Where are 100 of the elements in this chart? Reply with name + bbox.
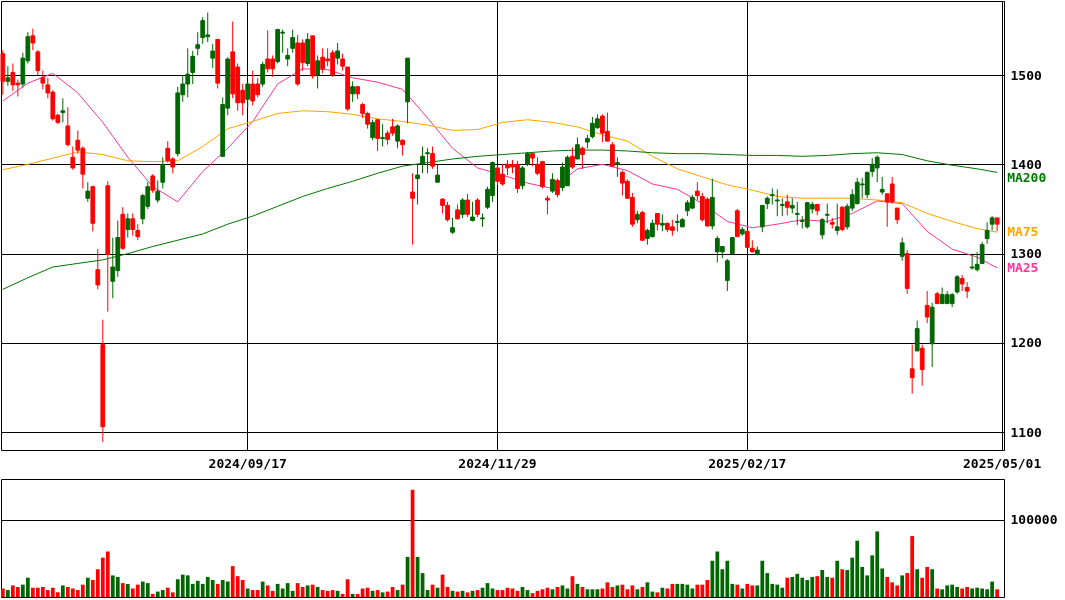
bar (740, 588, 745, 597)
bar (785, 577, 790, 597)
candlestick (190, 50, 196, 85)
candlestick (395, 123, 400, 149)
candlestick (724, 258, 730, 292)
bar (60, 585, 65, 597)
y-tick-label: 1400 (1010, 156, 1042, 172)
bar (670, 583, 675, 597)
candlestick (919, 344, 925, 387)
bar (55, 592, 60, 597)
candlestick (924, 290, 930, 324)
candlestick (130, 212, 136, 237)
candlestick (774, 188, 780, 217)
candlestick (250, 70, 256, 106)
bar (215, 583, 220, 597)
candlestick (420, 146, 425, 174)
bar (840, 569, 845, 597)
x-tick-label: 2025/05/01 (962, 455, 1042, 471)
candlestick (610, 141, 615, 167)
bar (830, 577, 835, 597)
bar (935, 588, 940, 597)
candlestick (320, 47, 326, 74)
candlestick (415, 163, 420, 206)
candlestick (460, 197, 465, 219)
bar (735, 584, 740, 597)
candlestick (210, 43, 216, 69)
candlestick (889, 176, 895, 205)
candlestick (994, 217, 1000, 232)
candlestick (550, 172, 555, 194)
candlestick (315, 54, 321, 89)
y-tick-label: 1100 (1010, 424, 1042, 440)
candlestick (165, 140, 171, 164)
candlestick (839, 205, 845, 232)
candlestick (370, 119, 375, 141)
candlestick (155, 179, 161, 204)
candlestick (35, 49, 41, 76)
bar (115, 576, 120, 597)
bar (315, 586, 320, 597)
candlestick (794, 201, 800, 226)
bar (930, 569, 935, 597)
bar (225, 581, 230, 597)
candlestick (914, 320, 920, 352)
candlestick (30, 28, 36, 51)
candlestick (555, 178, 560, 198)
bar (15, 586, 20, 597)
bar (960, 588, 965, 597)
bar (245, 588, 250, 597)
line-series (2, 110, 998, 233)
y-tick-label: 1200 (1010, 335, 1042, 351)
candlestick (245, 81, 251, 109)
bar (885, 576, 890, 597)
candlestick (160, 156, 166, 189)
candlestick (10, 62, 16, 92)
bar (815, 576, 820, 597)
candlestick (60, 97, 66, 123)
bar (6, 590, 10, 597)
candlestick (615, 156, 620, 178)
line-series (2, 68, 998, 269)
candlestick (40, 70, 46, 90)
bar (745, 583, 750, 597)
candlestick (95, 248, 101, 290)
candlestick (465, 193, 470, 218)
bar (330, 590, 335, 597)
candlestick (899, 237, 905, 262)
candlestick (195, 31, 201, 56)
bar (1, 588, 5, 597)
candlestick (375, 119, 380, 152)
x-tick-label: 2024/09/17 (208, 455, 287, 471)
candlestick (819, 217, 825, 240)
candlestick (475, 197, 480, 218)
candlestick (350, 80, 355, 103)
candlestick (425, 147, 430, 174)
bar (900, 575, 905, 597)
candlestick (759, 204, 765, 233)
bar (940, 589, 945, 597)
candlestick (265, 29, 271, 73)
series-label: MA75 (1007, 224, 1039, 240)
candlestick (125, 212, 131, 239)
y-tick-label: 100000 (1010, 512, 1058, 528)
bar (145, 583, 150, 597)
bar (300, 586, 305, 597)
bar (120, 583, 125, 597)
bar (170, 592, 175, 597)
bar (210, 580, 215, 597)
bar (25, 577, 30, 597)
candlestick (65, 106, 71, 147)
candlestick (260, 61, 266, 88)
bar (160, 590, 165, 597)
bar (310, 584, 315, 597)
bar (260, 581, 265, 597)
x-tick-label: 2025/02/17 (708, 455, 787, 471)
candlestick (909, 344, 915, 395)
candlestick (784, 194, 790, 216)
bar (80, 584, 85, 597)
bar (790, 576, 795, 597)
candlestick (769, 187, 775, 206)
bar (915, 569, 920, 597)
candlestick (545, 195, 550, 215)
candlestick (85, 181, 91, 203)
y-tick-label: 1500 (1010, 67, 1042, 83)
